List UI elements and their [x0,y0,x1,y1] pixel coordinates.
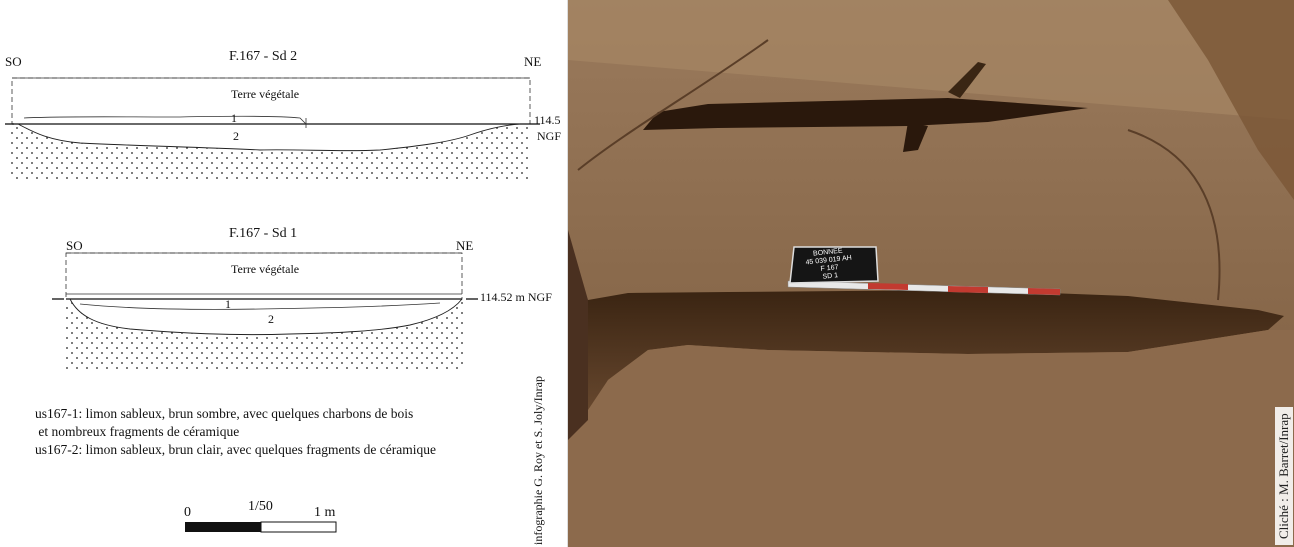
sd1-layer1-outline [79,302,441,310]
sd1-elevation-label: 114.52 m NGF [480,290,552,304]
sd1-orientation-ne: NE [456,238,474,253]
scale-ratio-label: 1/50 [248,499,273,514]
section-drawings-svg [5,0,568,547]
excavation-photo-svg [568,0,1294,547]
sd2-layer1-outline [23,115,307,125]
sd1-layer2-outline [69,298,463,336]
sd2-layer1-label: 1 [231,111,237,125]
legend-line-3: us167-2: limon sableux, brun clair, avec… [35,442,436,457]
measuring-ruler [787,280,1061,296]
section-sd1-drawing [52,252,478,369]
sd2-elevation-unit: NGF [537,129,562,143]
sd2-elevation-value: 114.5 [534,113,561,127]
upper-trench [643,98,1088,130]
sd2-title: F.167 - Sd 2 [229,49,298,64]
sd1-pit-fill [70,299,462,335]
drawing-credit: infographie G. Roy et S. Joly/Inrap [531,376,545,545]
sd1-topsoil-label: Terre végétale [231,262,300,276]
sd2-pit-fill [18,124,520,151]
legend-line-2: et nombreux fragments de céramique [35,424,240,439]
info-board [789,246,879,284]
sd1-title: F.167 - Sd 1 [229,226,298,241]
sd1-layer2-label: 2 [268,312,274,326]
main-trench-wall [588,290,1284,420]
sd2-orientation-so: SO [5,54,22,69]
main-trench-floor [568,330,1294,547]
sd1-topsoil-box [65,252,463,300]
sd2-topsoil-label: Terre végétale [231,87,300,101]
photo-board-text: BONNEE 45 039 019 AH F 167 SD 1 [804,247,853,284]
scale-start-label: 0 [184,505,191,520]
excavation-photo: BONNEE 45 039 019 AH F 167 SD 1 [568,0,1294,547]
scale-bar-graphic [185,521,337,533]
sd1-orientation-so: SO [66,238,83,253]
section-sd2-drawing [5,77,540,180]
sd1-layer1-label: 1 [225,297,231,311]
section-drawings-panel: SO F.167 - Sd 2 NE Terre végétale 1 2 11… [0,0,568,547]
photo-credit: Cliché : M. Barret/Inrap [1275,407,1293,545]
sd2-orientation-ne: NE [524,54,542,69]
scale-end-label: 1 m [314,505,336,520]
sd2-layer2-label: 2 [233,129,239,143]
legend-line-1: us167-1: limon sableux, brun sombre, ave… [35,406,414,421]
sd2-layer2-outline [17,123,521,152]
